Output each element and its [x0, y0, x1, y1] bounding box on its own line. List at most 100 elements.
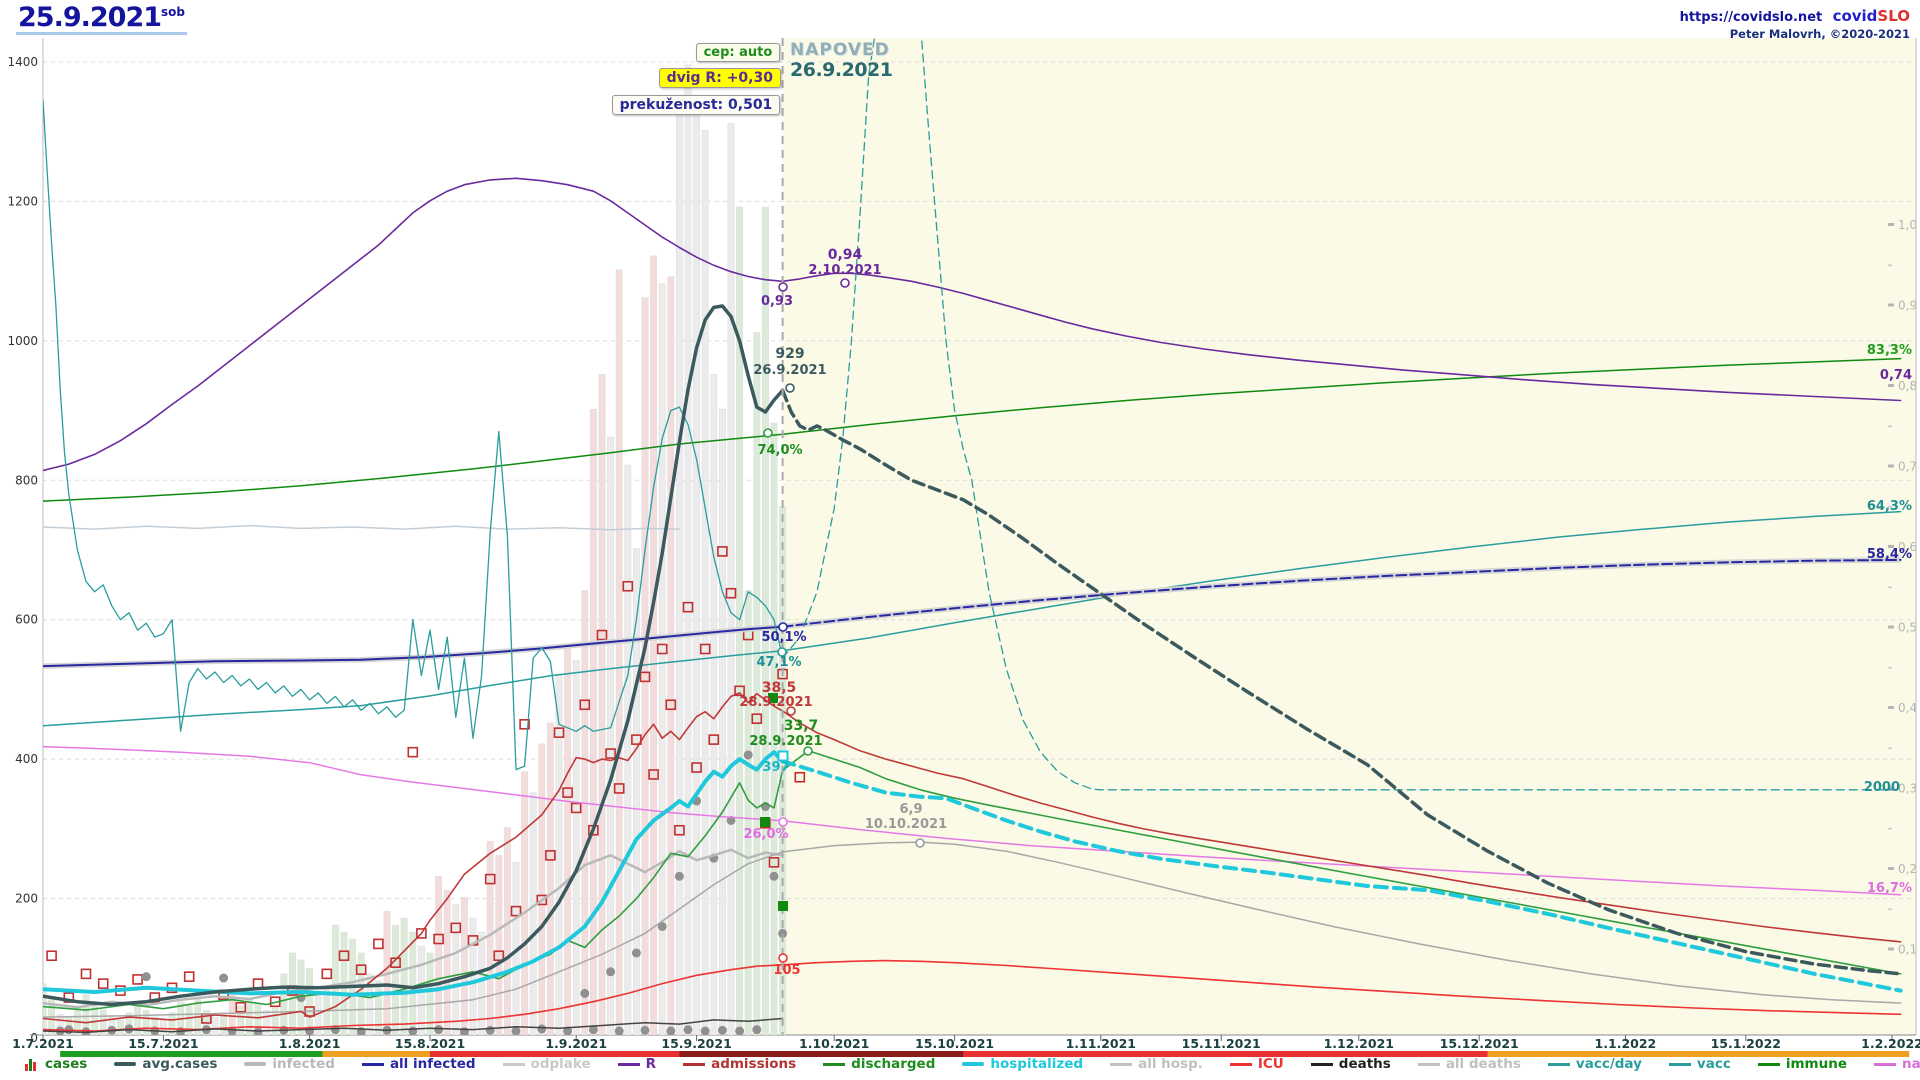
daily-cases-bar	[237, 1005, 245, 1035]
legend-item-vacc[interactable]: vacc	[1668, 1056, 1731, 1072]
daily-cases-bar	[521, 771, 529, 1035]
left-axis-label: 400	[15, 752, 38, 766]
series-all-hosp	[43, 851, 784, 1018]
mini-bar	[29, 1058, 32, 1071]
line-swatch-icon	[1310, 1062, 1333, 1066]
legend-label: odplake	[530, 1056, 591, 1072]
deaths-point	[434, 1025, 444, 1035]
right-axis-label: 0,4	[1898, 701, 1917, 715]
series-immune	[43, 433, 784, 502]
annotation: 929	[775, 346, 804, 362]
daily-cases-bar	[770, 422, 778, 1035]
line-swatch-icon	[244, 1062, 267, 1066]
legend-label: avg.cases	[142, 1056, 218, 1072]
left-axis-label: 0	[30, 1031, 38, 1045]
left-axis-label: 800	[15, 473, 38, 487]
right-axis-label: 1,0	[1898, 218, 1917, 232]
line-swatch-icon	[1547, 1062, 1570, 1066]
annotation: 47,1%	[756, 655, 801, 670]
deaths-point	[640, 1025, 650, 1035]
legend-item-icu[interactable]: ICU	[1229, 1056, 1284, 1072]
right-axis-tick	[1888, 384, 1894, 387]
annotation: 83,3%	[1867, 343, 1912, 358]
daily-cases-bar	[589, 408, 597, 1035]
right-axis-minor-tick	[1888, 344, 1892, 347]
legend-item-hospitalized[interactable]: hospitalized	[962, 1056, 1083, 1072]
legend-item-naive[interactable]: naive	[1873, 1056, 1920, 1072]
series-R-forecast	[781, 272, 1902, 402]
legend-item-all-hosp-[interactable]: all hosp.	[1110, 1056, 1203, 1072]
daily-cases-bar	[684, 64, 692, 1035]
legend-label: hospitalized	[990, 1056, 1084, 1072]
report-weekday: sob	[161, 5, 186, 19]
right-axis-tick	[1888, 223, 1894, 226]
line-swatch-icon	[1873, 1062, 1896, 1066]
legend-item-r[interactable]: R	[617, 1056, 657, 1072]
site-brand: covidSLO	[1827, 7, 1910, 25]
legend-item-all-infected[interactable]: all infected	[361, 1056, 476, 1072]
series-R	[43, 177, 784, 472]
forecast-label: NAPOVED	[790, 40, 890, 60]
line-swatch-icon	[1110, 1062, 1133, 1066]
admissions-point	[682, 601, 694, 613]
legend-item-admissions[interactable]: admissions	[683, 1056, 796, 1072]
right-axis-tick	[1888, 947, 1894, 951]
legend-label: discharged	[851, 1056, 936, 1072]
legend-item-immune[interactable]: immune	[1757, 1056, 1847, 1072]
deaths-point	[657, 921, 667, 931]
right-axis-minor-tick	[1888, 827, 1892, 830]
daily-cases-bar	[435, 876, 443, 1035]
legend-label: all hosp.	[1138, 1056, 1203, 1072]
legend-item-discharged[interactable]: discharged	[823, 1056, 935, 1072]
data-point-marker	[778, 901, 788, 911]
deaths-point	[769, 871, 779, 881]
deaths-point	[674, 871, 684, 881]
legend-item-cases[interactable]: cases	[25, 1056, 87, 1072]
annotation: 26,0%	[743, 827, 788, 842]
legend-item-all-deaths[interactable]: all deaths	[1417, 1056, 1521, 1072]
tooltip-dvig-r[interactable]: dvig R: +0,30	[658, 68, 781, 88]
daily-cases-bar	[426, 952, 434, 1035]
admissions-point	[691, 762, 702, 773]
daily-cases-bar	[392, 924, 400, 1035]
daily-cases-bar	[650, 255, 658, 1035]
daily-cases-bar	[572, 659, 580, 1035]
legend-label: R	[645, 1056, 657, 1072]
tooltip-prekuzenost[interactable]: prekuženost: 0,501	[611, 95, 781, 115]
admissions-point	[579, 699, 591, 711]
right-axis-minor-tick	[1888, 425, 1892, 428]
legend-item-vacc-day[interactable]: vacc/day	[1547, 1056, 1642, 1072]
daily-cases-bar	[693, 95, 701, 1035]
x-axis-label: 15.11.2021	[1182, 1036, 1261, 1051]
line-swatch-icon	[114, 1062, 137, 1066]
legend-item-infected[interactable]: infected	[244, 1056, 335, 1072]
daily-cases-bar	[168, 1012, 176, 1035]
legend-item-avg-cases[interactable]: avg.cases	[114, 1056, 217, 1072]
report-date-value: 25.9.2021	[18, 2, 162, 33]
left-axis-label: 600	[15, 613, 38, 627]
annotation: 397	[762, 760, 789, 775]
legend-item-odplake[interactable]: odplake	[502, 1056, 591, 1072]
chart-legend: cases avg.cases infected all infected odplak…	[25, 1056, 1920, 1072]
series-all-hosp-forecast	[781, 841, 1902, 1004]
forecast-region	[782, 38, 1916, 1035]
data-point-marker	[778, 622, 788, 632]
data-point-marker	[760, 817, 770, 827]
tooltip-cep-auto[interactable]: cep: auto	[695, 43, 781, 62]
right-axis-tick	[1888, 303, 1894, 307]
admissions-point	[699, 643, 711, 655]
annotation: 16,7%	[1867, 881, 1912, 896]
admissions-point	[648, 769, 659, 780]
legend-item-deaths[interactable]: deaths	[1310, 1056, 1391, 1072]
legend-label: naive	[1901, 1056, 1920, 1072]
annotation: 26.9.2021	[753, 363, 826, 378]
admissions-point	[235, 1002, 247, 1013]
daily-cases-bar	[761, 206, 769, 1035]
daily-cases-bar	[185, 1005, 193, 1035]
site-url-link[interactable]: https://covidslo.net	[1679, 10, 1823, 25]
daily-cases-bar	[744, 590, 752, 1035]
admissions-point	[674, 824, 685, 836]
line-swatch-icon	[617, 1062, 640, 1066]
